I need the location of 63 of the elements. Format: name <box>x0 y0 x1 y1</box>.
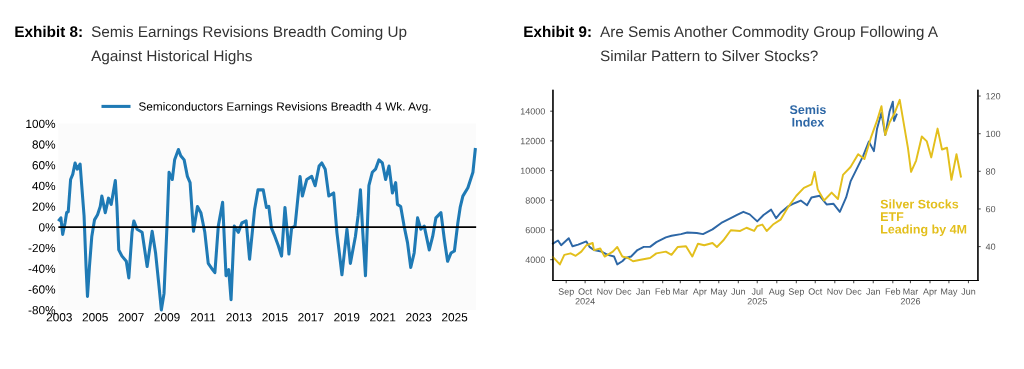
x-tick-label: 2019 <box>334 313 360 322</box>
y-tick-label: 100% <box>26 119 56 129</box>
x-tick-label: Mar 2026 <box>900 288 921 305</box>
x-tick-label: Jul 2025 <box>747 288 767 305</box>
x-tick-label: Jan <box>866 288 880 295</box>
x-tick-label: Mar <box>673 288 688 295</box>
y-tick-label: 0% <box>38 223 56 232</box>
x-tick-label: 2007 <box>118 313 144 322</box>
x-tick-label: Sep <box>558 288 574 297</box>
y-tick-label: -60% <box>28 285 56 294</box>
y-tick-label: 6000 <box>525 226 545 234</box>
x-tick-label: 2013 <box>226 313 252 322</box>
x-tick-label: 2003 <box>46 313 72 322</box>
x-tick-label: Oct <box>808 288 823 295</box>
y2-tick-label: 80 <box>985 168 996 175</box>
legend-label: Semiconductors Earnings Revisions Breadth 4 Wk. Avg. <box>138 101 431 113</box>
x-tick-label: Jun <box>961 288 976 295</box>
x-tick-label: Dec <box>846 288 862 295</box>
series-label: Silver Stocks ETF Leading by 4M <box>880 199 967 237</box>
y-tick-label: 10000 <box>520 167 545 174</box>
x-tick-label: Nov <box>597 288 613 295</box>
x-tick-label: Dec <box>616 288 632 295</box>
line-series <box>57 147 477 312</box>
y-tick-label: 4000 <box>525 256 545 264</box>
x-tick-label: 2005 <box>82 313 108 322</box>
x-tick-label: 2023 <box>406 313 432 322</box>
x-tick-label: Aug <box>768 288 785 297</box>
y-tick-label: 20% <box>32 202 56 211</box>
y2-tick-label: 120 <box>986 93 1001 100</box>
y2-tick-label: 40 <box>985 243 996 250</box>
x-tick-label: Feb <box>655 288 671 295</box>
y-tick-label: -80% <box>28 305 56 315</box>
x-tick-label: 2017 <box>298 313 324 322</box>
chart-subtitle: Semis Earnings Revisions Breadth Coming Up Against Historical Highs <box>91 25 407 65</box>
x-tick-label: Apr <box>692 288 707 297</box>
x-tick-label: Jun <box>731 288 746 295</box>
x-tick-label: May <box>711 288 728 297</box>
chart-title: Exhibit 8: <box>15 25 82 38</box>
x-tick-label: Jan <box>635 288 650 295</box>
x-tick-label: 2009 <box>154 313 180 322</box>
y-tick-label: 40% <box>32 181 56 191</box>
x-tick-label: 2021 <box>370 313 396 322</box>
x-tick-label: 2025 <box>442 313 468 322</box>
x-tick-label: Feb <box>885 288 901 295</box>
y-tick-label: 14000 <box>520 108 545 115</box>
x-tick-label: Oct 2024 <box>575 288 595 305</box>
y-tick-label: -20% <box>28 243 56 253</box>
chart-title: Exhibit 9: <box>524 25 591 38</box>
x-tick-label: Sep <box>788 288 804 297</box>
x-tick-label: 2011 <box>190 313 216 322</box>
y-tick-label: 8000 <box>525 197 545 204</box>
y-tick-label: 60% <box>32 161 56 170</box>
y-tick-label: 12000 <box>520 137 545 145</box>
chart-subtitle: Are Semis Another Commodity Group Following A Similar Pattern to Silver Stocks? <box>600 25 938 62</box>
y-tick-label: -40% <box>28 264 56 273</box>
y-tick-label: 80% <box>32 140 56 149</box>
x-tick-label: May <box>941 288 958 297</box>
x-tick-label: Apr <box>923 288 937 297</box>
x-tick-label: Nov <box>827 288 843 295</box>
text: Semis Index <box>789 104 826 127</box>
x-tick-label: 2015 <box>262 313 288 322</box>
y2-tick-label: 100 <box>986 130 1001 138</box>
y2-tick-label: 60 <box>986 205 996 213</box>
